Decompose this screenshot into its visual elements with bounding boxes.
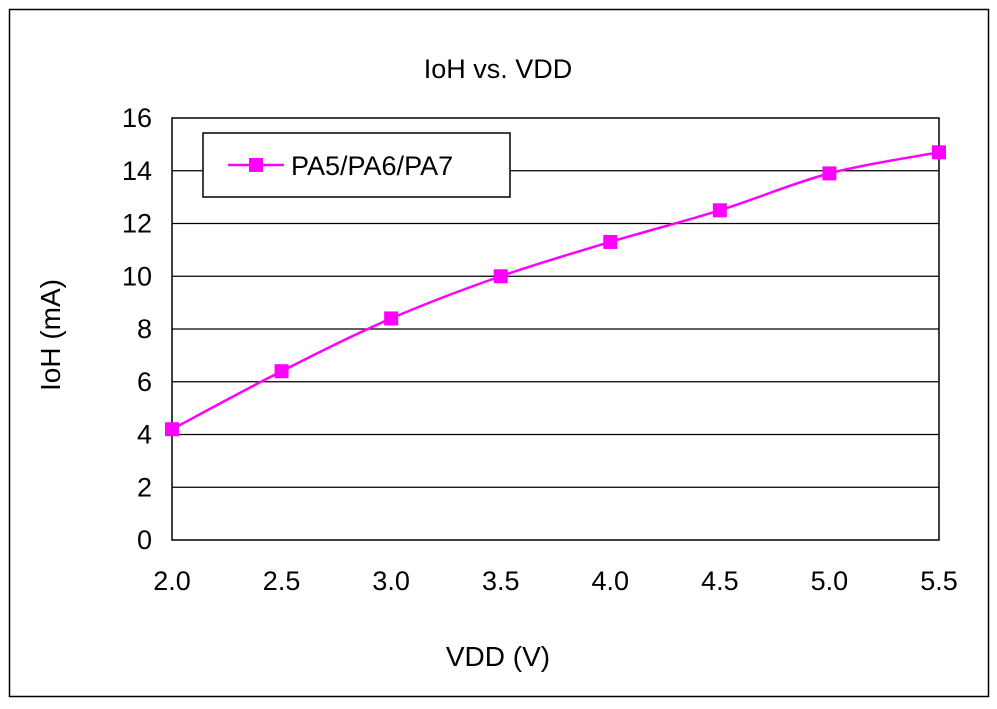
y-tick-label: 16 <box>122 103 152 133</box>
x-axis-title: VDD (V) <box>446 641 550 672</box>
y-tick-label: 2 <box>137 472 152 502</box>
data-point <box>165 422 179 437</box>
y-axis-title: IoH (mA) <box>35 279 66 391</box>
x-tick-label: 2.5 <box>263 566 301 596</box>
data-point <box>712 203 727 218</box>
y-tick-label: 10 <box>122 261 152 291</box>
legend-label: PA5/PA6/PA7 <box>291 151 453 181</box>
legend: PA5/PA6/PA7 <box>202 132 511 198</box>
x-tick-label: 4.0 <box>592 566 630 596</box>
x-tick-label: 2.0 <box>153 566 191 596</box>
y-tick-label: 4 <box>137 420 152 450</box>
x-tick-label: 5.0 <box>811 566 849 596</box>
x-tick-label: 4.5 <box>701 566 739 596</box>
x-tick-labels: 2.0 2.5 3.0 3.5 4.0 4.5 5.0 5.5 <box>153 566 958 596</box>
data-point <box>822 166 837 181</box>
data-point <box>384 311 399 326</box>
y-tick-label: 14 <box>122 156 152 186</box>
data-point <box>493 269 508 284</box>
y-tick-label: 6 <box>137 367 152 397</box>
data-point <box>603 234 618 249</box>
y-tick-label: 12 <box>122 209 152 239</box>
x-tick-label: 3.0 <box>372 566 410 596</box>
y-tick-label: 8 <box>137 314 152 344</box>
chart-title: IoH vs. VDD <box>424 54 573 84</box>
x-tick-label: 3.5 <box>482 566 520 596</box>
data-point <box>274 364 289 379</box>
y-tick-labels: 0 2 4 6 8 10 12 14 16 <box>122 103 152 555</box>
series-layer <box>165 145 946 437</box>
x-tick-label: 5.5 <box>920 566 958 596</box>
grid-layer <box>172 170 939 488</box>
legend-marker <box>249 158 263 172</box>
plot-area <box>171 117 940 541</box>
y-tick-label: 0 <box>137 525 152 555</box>
data-point <box>932 145 946 160</box>
